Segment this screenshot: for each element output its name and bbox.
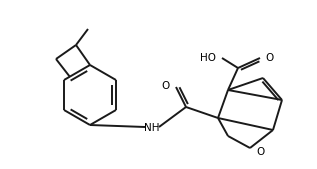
Text: O: O (265, 53, 273, 63)
Text: HO: HO (200, 53, 216, 63)
Text: O: O (162, 81, 170, 91)
Text: NH: NH (144, 123, 160, 133)
Text: O: O (256, 147, 264, 157)
